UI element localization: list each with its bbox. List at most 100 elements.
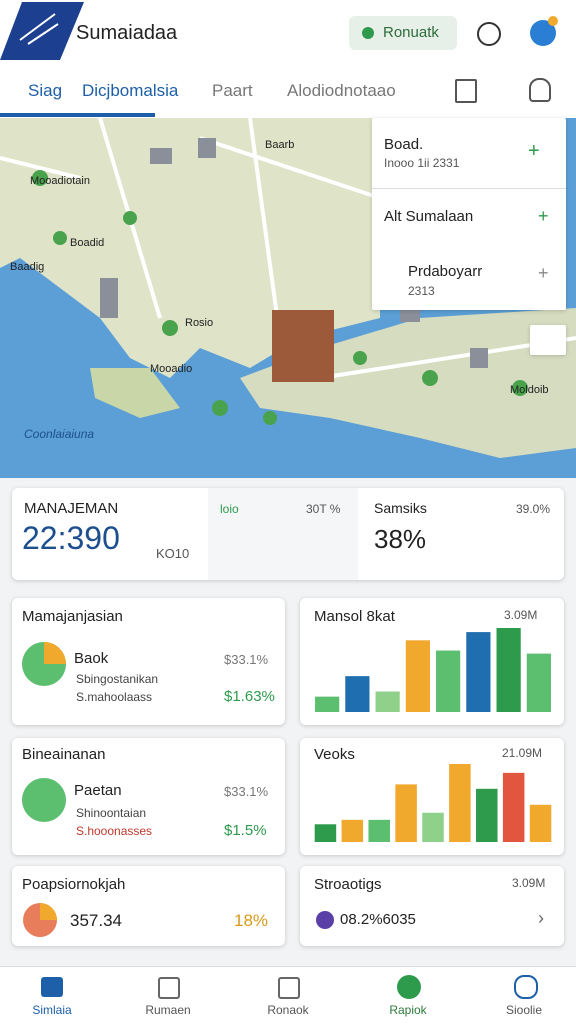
panel-action[interactable]: +: [538, 206, 549, 226]
line: S.mahoolaass: [76, 690, 153, 704]
summary-card: MANAJEMAN 22:390 KO10 loio 30T % Samsiks…: [12, 488, 564, 580]
bar: [422, 812, 444, 842]
bar: [502, 772, 525, 842]
line: 08.2%6035: [340, 911, 416, 928]
summary-middle: [208, 488, 358, 580]
tab[interactable]: Paart: [212, 81, 253, 100]
card-value: 3.09M: [512, 876, 546, 890]
tab[interactable]: Siag: [28, 81, 63, 100]
bar: [476, 788, 498, 842]
right-note: 39.0%: [516, 502, 551, 516]
nav-item[interactable]: Ronaok: [267, 1003, 309, 1017]
line: Sbingostanikan: [76, 672, 159, 686]
chevron[interactable]: ›: [538, 908, 544, 928]
bar: [526, 653, 551, 712]
nav-item[interactable]: Rapiok: [389, 1003, 427, 1017]
card-title: Stroaotigs: [314, 876, 382, 893]
bar: [436, 650, 461, 712]
bar: [345, 676, 370, 712]
pie: [22, 642, 66, 686]
summary-title: MANAJEMAN: [24, 500, 119, 517]
tab[interactable]: Alodiodnotaao: [287, 81, 396, 100]
card-value: 21.09M: [502, 746, 543, 760]
pie: [23, 903, 57, 937]
card[interactable]: Veoks 21.09M: [300, 738, 564, 855]
status-dot: [362, 27, 374, 39]
line: Shinoontaian: [76, 806, 147, 820]
panel-subtitle: Inooo 1ii 2331: [384, 156, 460, 170]
map-label: Baadig: [10, 261, 44, 273]
tab-bar: Siag Dicjbomalsia Paart Alodiodnotaao: [0, 66, 576, 119]
tab[interactable]: Dicjbomalsia: [82, 81, 179, 100]
nav-icon: [397, 975, 421, 999]
bar: [466, 632, 491, 712]
card[interactable]: Poapsiornokjah 357.34 18%: [12, 866, 285, 946]
middle-label: loio: [220, 502, 239, 516]
panel-title: Boad.: [384, 136, 424, 153]
bar: [529, 804, 552, 842]
map-label: Coonlaiaiuna: [24, 427, 94, 441]
line: S.hooonasses: [76, 824, 153, 838]
nav-icon: [158, 977, 180, 999]
bar: [368, 819, 390, 842]
badge: [548, 16, 558, 26]
tab-indicator: [0, 113, 155, 117]
value: $1.5%: [224, 822, 267, 839]
card-title: Veoks: [314, 746, 355, 763]
map-expand[interactable]: [530, 325, 566, 355]
summary-value: 22:390: [22, 520, 120, 556]
map-label: Mooadio: [150, 363, 192, 375]
map-label: Rosio: [185, 317, 213, 329]
user-icon[interactable]: [529, 78, 551, 102]
panel-subtitle: 2313: [408, 284, 435, 298]
card[interactable]: Mamajanjasian Baok Sbingostanikan S.maho…: [12, 598, 285, 725]
store-icon[interactable]: [455, 79, 477, 103]
map-label: Moldoib: [510, 384, 549, 396]
middle-value: 30T %: [306, 502, 341, 516]
right-title: Samsiks: [374, 500, 427, 516]
bar: [341, 819, 364, 842]
card[interactable]: Mansol 8kat 3.09M: [300, 598, 564, 725]
status-text: Ronuatk: [383, 24, 439, 41]
card[interactable]: Bineainanan Paetan Shinoontaian S.hooona…: [12, 738, 285, 855]
card-title: Poapsiornokjah: [22, 876, 126, 893]
map-label: Boadid: [70, 237, 104, 249]
value: 18%: [234, 911, 269, 930]
right-value: 38%: [374, 524, 427, 554]
info-icon[interactable]: [477, 22, 501, 46]
app-title: Sumaiadaa: [76, 22, 178, 44]
icon: [316, 911, 334, 929]
nav-item[interactable]: Sioolie: [505, 1003, 543, 1017]
item: Paetan: [74, 782, 122, 799]
item: Baok: [74, 650, 109, 667]
bar: [395, 784, 417, 842]
nav-icon: [41, 977, 63, 997]
nav-icon: [514, 975, 538, 999]
header: Sumaiadaa Ronuatk: [0, 0, 576, 66]
panel-title: Alt Sumalaan: [384, 208, 474, 225]
card-value: 3.09M: [504, 608, 538, 622]
panel-action[interactable]: +: [538, 263, 549, 283]
card[interactable]: Stroaotigs 3.09M 08.2%6035 ›: [300, 866, 564, 946]
map-panel: Boad. Inooo 1ii 2331 + Alt Sumalaan + Pr…: [372, 118, 566, 310]
value: $33.1%: [224, 652, 269, 667]
bar: [496, 628, 521, 712]
map-label: Baarb: [265, 139, 294, 151]
panel-action[interactable]: +: [528, 140, 540, 162]
bar: [315, 696, 340, 712]
bar: [314, 824, 337, 842]
summary-unit: KO10: [156, 546, 190, 561]
bar: [375, 691, 400, 712]
value: $1.63%: [224, 688, 275, 705]
panel-title: Prdaboyarr: [408, 263, 483, 280]
value: $33.1%: [224, 784, 269, 799]
card-title: Mamajanjasian: [22, 608, 123, 625]
map-label: Mooadiotain: [30, 175, 90, 187]
nav-item[interactable]: Rumaen: [145, 1003, 191, 1017]
divider: [372, 188, 566, 189]
bar: [449, 764, 471, 842]
bar-chart: [315, 628, 551, 712]
pie: [22, 778, 66, 822]
nav-item[interactable]: Simlaia: [32, 1003, 72, 1017]
